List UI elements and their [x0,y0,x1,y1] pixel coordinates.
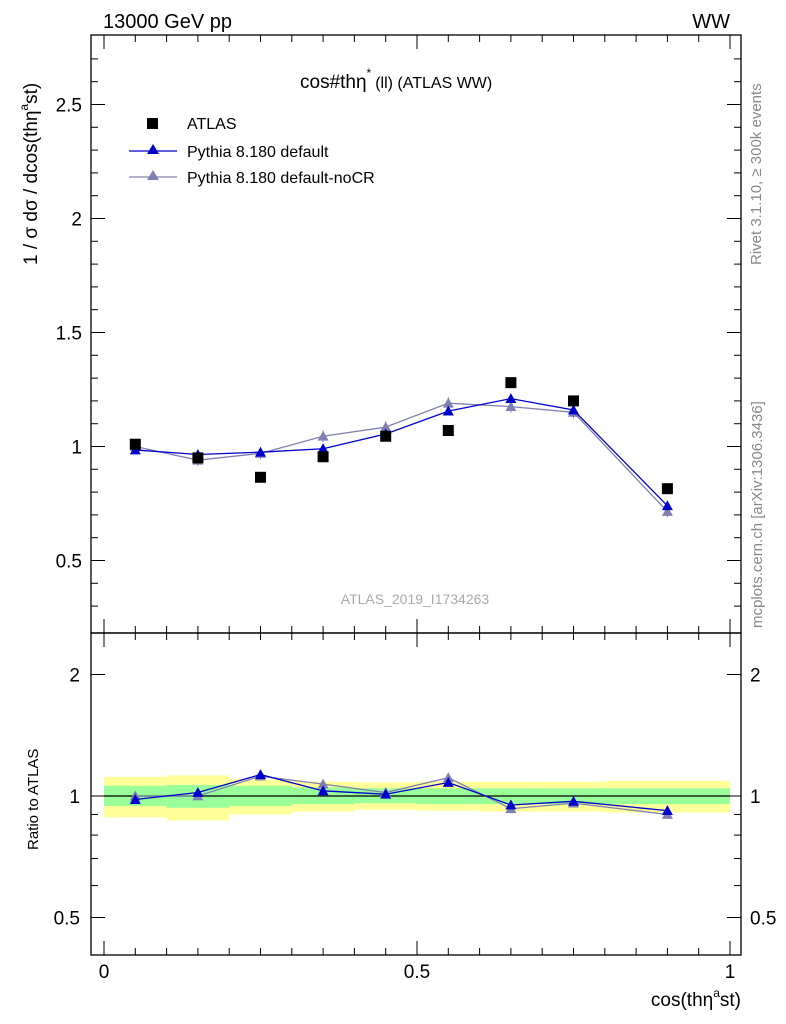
legend-label-pythia-default: Pythia 8.180 default [187,144,329,161]
header-right-label: WW [692,11,730,33]
main-y-tick-label: 1 [71,438,82,459]
point-pythia-default [317,443,329,454]
legend-label-atlas: ATLAS [187,116,237,133]
point-atlas [317,451,329,463]
x-axis-label: cos(thηast) [651,986,741,1011]
legend-marker-atlas [147,118,158,129]
x-tick-label: 0 [99,962,110,983]
point-pythia-nocr [661,505,673,516]
ratio-point-pythia-default [192,787,204,797]
point-atlas [129,438,141,450]
point-pythia-nocr [442,397,454,408]
ratio-y-tick-label-right: 2 [750,666,761,687]
point-atlas [255,471,266,483]
point-atlas [192,452,204,464]
x-tick-label: 0.5 [404,962,430,983]
ratio-y-tick-label: 1 [69,787,80,808]
ratio-point-pythia-default [505,799,517,810]
ratio-point-pythia-default [380,788,392,799]
point-atlas [442,425,454,437]
series-line-pythia-default [135,397,668,507]
header-left-label: 13000 GeV pp [103,11,232,33]
point-pythia-nocr [317,430,329,441]
ratio-point-pythia-nocr [317,778,329,789]
ratio-frame [90,632,742,956]
legend-marker-pythia-default [147,144,159,154]
ratio-y-tick-label: 2 [69,666,80,687]
point-pythia-default [255,446,266,457]
point-atlas [380,430,392,442]
point-pythia-default [661,500,673,511]
ratio-y-tick-label-right: 0.5 [750,909,776,930]
ratio-y-tick-label-right: 1 [750,787,761,808]
point-atlas [568,395,579,407]
point-pythia-default [442,405,454,416]
point-pythia-default [505,393,517,404]
ratio-point-pythia-default [442,777,454,787]
main-y-tick-label: 2.5 [56,96,82,117]
plot-title: cos#thη*(ll) (ATLAS WW) [300,66,492,93]
main-panel: 0.5 1 1.5 2 2.5 cos#thη*(ll) (ATLAS WW) 1 / … [17,34,742,634]
main-y-tick-label: 0.5 [56,552,82,573]
ratio-y-axis-label: Ratio to ATLAS [25,749,42,850]
series-line-pythia-nocr [135,402,668,512]
analysis-watermark: ATLAS_2019_I1734263 [341,591,490,607]
ratio-point-pythia-default [661,805,673,816]
legend-marker-pythia-nocr [147,170,159,180]
x-tick-label: 1 [725,962,736,983]
ratio-point-pythia-default [568,795,579,806]
ratio-point-pythia-default [255,769,266,779]
point-atlas [661,483,673,495]
point-pythia-nocr [505,401,517,411]
legend: ATLAS Pythia 8.180 default Pythia 8.180 … [129,116,375,187]
mcplots-reference-label: mcplots.cern.ch [arXiv:1306.3436] [749,401,766,628]
main-y-axis-label: 1 / σ dσ / dcos(thηast) [17,83,42,265]
ratio-panel: 0.5 0.5 1 1 2 2 0 0.5 1 Ratio to ATLAS cos(thηas… [25,632,776,1011]
legend-label-pythia-nocr: Pythia 8.180 default-noCR [187,170,375,187]
rivet-version-label: Rivet 3.1.10, ≥ 300k events [748,83,765,265]
point-atlas [505,377,517,389]
main-y-tick-label: 2 [71,210,82,231]
ratio-point-pythia-default [129,794,141,804]
main-y-tick-label: 1.5 [56,324,82,345]
ratio-y-tick-label: 0.5 [54,909,80,930]
point-pythia-nocr [380,421,392,432]
point-pythia-default [568,404,579,415]
ratio-point-pythia-default [317,785,329,796]
